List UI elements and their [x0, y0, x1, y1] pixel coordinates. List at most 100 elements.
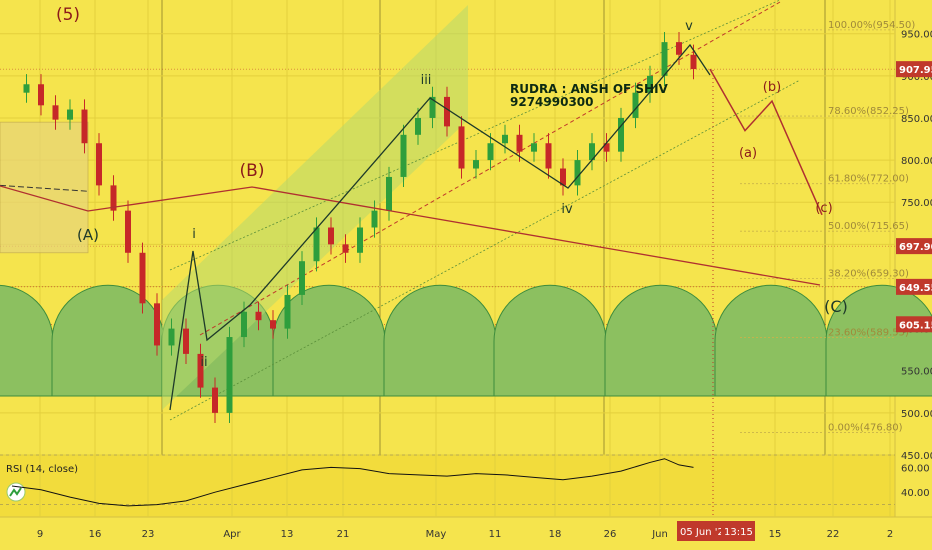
candle-body: [81, 109, 88, 144]
cycle-arc: [604, 284, 718, 397]
watermark-line1: RUDRA : ANSH OF SHIV: [510, 82, 669, 96]
candle-body: [473, 160, 479, 169]
tradingview-logo[interactable]: [6, 482, 26, 502]
wave-label: (C): [824, 297, 848, 316]
crosshair-date-badge: 05 Jun '20 13:15: [677, 521, 755, 541]
x-tick-label: Jun: [651, 529, 668, 540]
candle-body: [545, 143, 552, 169]
abc-correction-line: [0, 185, 821, 286]
candle-body: [110, 185, 117, 211]
fib-label: 61.80%(772.00): [828, 174, 909, 185]
rsi-label[interactable]: RSI (14, close): [6, 464, 78, 475]
candle-body: [342, 244, 349, 253]
time-axis[interactable]: 9 16 23 Apr 13 21 May 11 18 26 Jun 15 22 2: [37, 529, 893, 540]
candle-body: [255, 311, 262, 321]
cycle-arc: [272, 284, 386, 397]
x-tick-label: 18: [549, 529, 562, 540]
candle-body: [400, 134, 407, 177]
candle-body: [328, 227, 334, 245]
fib-label: 23.60%(589.55): [828, 327, 909, 338]
cycle-arc: [51, 284, 165, 397]
x-tick-label: 22: [827, 529, 840, 540]
wave-label: iii: [421, 73, 432, 88]
candle-body: [676, 42, 682, 55]
cycle-arc: [0, 284, 54, 397]
candle-body: [603, 143, 610, 152]
candle-body: [386, 176, 392, 211]
candle-body: [197, 353, 204, 388]
candle-body: [429, 96, 436, 118]
time-cycle-arcs: [0, 284, 932, 397]
candle-body: [139, 252, 146, 304]
price-tag-label: 649.55: [899, 283, 932, 294]
x-tick-label: Apr: [223, 529, 241, 540]
candle-body: [661, 42, 668, 76]
cycle-arc: [825, 284, 932, 397]
time-axis-bg: [0, 517, 932, 550]
candle-body: [96, 143, 102, 186]
candle-body: [23, 84, 30, 93]
candle-body: [125, 210, 131, 253]
box-midline: [0, 184, 89, 192]
rsi-scale-label: 40.00: [901, 488, 930, 499]
wave-label: (a): [739, 146, 757, 161]
candle-body: [690, 54, 697, 70]
candle-body: [154, 303, 160, 346]
rsi-scale-label: 60.00: [901, 463, 930, 474]
candle-body: [313, 227, 320, 262]
elliott-wave-lines: [0, 43, 823, 517]
channel-line: [169, 0, 781, 271]
trend-channels: [0, 0, 801, 421]
wave-label: (B): [240, 161, 265, 181]
price-tag: [896, 316, 932, 333]
rsi-series-line: [11, 458, 694, 507]
candle-body: [589, 143, 595, 161]
candle-body: [38, 84, 44, 106]
logo-icon: [9, 487, 22, 497]
candle-body: [574, 160, 581, 186]
candle-body: [415, 117, 421, 135]
candle-body: [357, 227, 363, 253]
price-axis-bg: [895, 0, 932, 517]
candle-body: [647, 75, 653, 93]
candle-body: [502, 134, 508, 144]
cycle-arc: [493, 284, 607, 397]
fib-label: 0.00%(476.80): [828, 422, 903, 433]
candle-body: [183, 328, 189, 354]
y-tick-label: 950.00: [901, 30, 932, 41]
x-tick-label: 9: [37, 529, 43, 540]
y-tick-label: 850.00: [901, 114, 932, 125]
candle-body: [241, 311, 247, 338]
candle-body: [371, 210, 378, 228]
rsi-line: [0, 454, 895, 507]
x-tick-label: 2: [887, 529, 893, 540]
x-tick-label: 15: [769, 529, 782, 540]
wave-label: iv: [561, 202, 573, 217]
candle-body: [284, 294, 291, 329]
fibonacci-retracement: 100.00%(954.50) 78.60%(852.25) 61.80%(772.…: [740, 20, 915, 433]
candle-body: [212, 387, 218, 413]
price-tag: [896, 238, 932, 255]
y-tick-label: 500.00: [901, 409, 932, 420]
candle-body: [487, 143, 494, 161]
candle-body: [444, 96, 450, 127]
price-tag-label: 605.15: [899, 320, 932, 331]
y-tick-label: 800.00: [901, 156, 932, 167]
price-axis[interactable]: 950.00900.00850.00800.00750.00700.00650.…: [896, 30, 932, 462]
fib-label: 38.20%(659.30): [828, 269, 909, 280]
price-tag-label: 907.95: [899, 65, 932, 76]
wave-label: ii: [200, 355, 207, 370]
projection-path: [709, 68, 823, 216]
candle-body: [52, 105, 59, 120]
candle-body: [632, 92, 639, 118]
fib-label: 100.00%(954.50): [828, 20, 915, 31]
candle-body: [618, 117, 624, 152]
wave-label: (A): [77, 226, 99, 244]
fib-label: 50.00%(715.65): [828, 221, 909, 232]
wave-label: i: [192, 227, 196, 242]
candle-body: [560, 168, 566, 186]
cycle-arc: [383, 284, 497, 397]
y-tick-label: 550.00: [901, 367, 932, 378]
